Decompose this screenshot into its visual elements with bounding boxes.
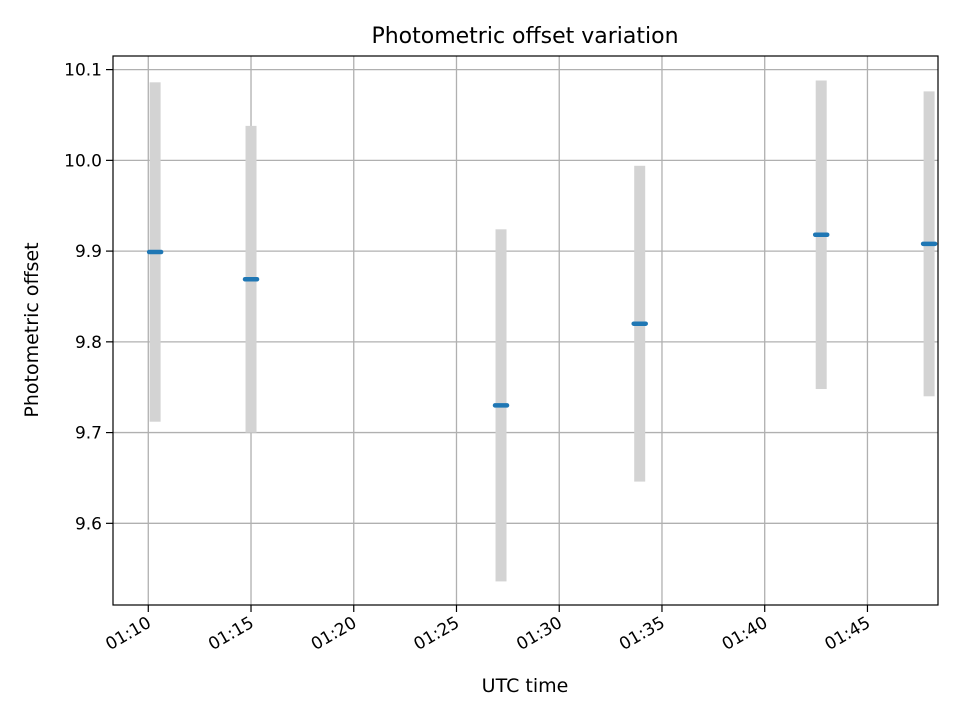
y-tick-label: 10.1 <box>64 61 102 81</box>
y-tick-label: 9.6 <box>75 514 102 534</box>
y-axis-ticks: 9.6 9.7 9.8 9.9 10.0 10.1 <box>64 61 113 534</box>
plot-frame <box>112 55 939 606</box>
data-points <box>146 232 938 408</box>
x-axis-label: UTC time <box>482 675 569 697</box>
y-tick-label: 9.8 <box>75 333 102 353</box>
y-tick-label: 9.9 <box>75 242 102 262</box>
y-tick-label: 9.7 <box>75 424 102 444</box>
y-tick-label: 10.0 <box>64 151 102 171</box>
grid <box>113 56 938 605</box>
y-axis-label: Photometric offset <box>21 242 43 417</box>
chart-title: Photometric offset variation <box>371 24 678 49</box>
